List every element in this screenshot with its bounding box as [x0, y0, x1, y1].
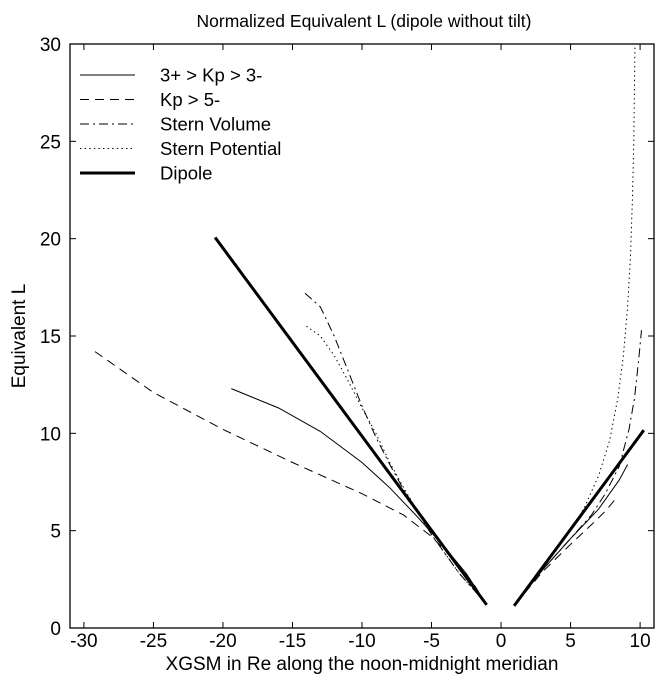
series-line-3-kp-3-0 [231, 388, 487, 604]
x-tick-label: 5 [565, 631, 576, 652]
series-line-stern-volume-0 [304, 292, 487, 605]
y-tick-label: 25 [40, 132, 61, 153]
plot-frame [69, 43, 655, 629]
legend-label-3-kp-3: 3+ > Kp > 3- [160, 65, 262, 86]
y-tick-label: 15 [40, 327, 61, 348]
x-tick-label: 0 [496, 631, 507, 652]
x-tick-label: -25 [140, 631, 167, 652]
x-tick-label: -15 [279, 631, 306, 652]
y-tick-label: 0 [50, 619, 61, 640]
x-tick-label: 10 [630, 631, 651, 652]
x-tick-label: -20 [209, 631, 236, 652]
x-axis-title: XGSM in Re along the noon-midnight merid… [166, 654, 559, 675]
legend: 3+ > Kp > 3- Kp > 5- Stern Volume Stern Pot… [80, 65, 281, 184]
legend-label-dipole: Dipole [160, 163, 212, 184]
y-tick-label: 30 [40, 35, 61, 56]
y-tick-label: 10 [40, 424, 61, 445]
series-line-dipole-0 [213, 236, 488, 606]
series-line-kp-5-0 [94, 351, 487, 604]
x-axis: -30 -25 -20 -15 -10 -5 0 5 10 [70, 44, 651, 652]
series-line-stern-potential-1 [514, 43, 636, 605]
y-tick-label: 20 [40, 230, 61, 251]
x-tick-label: -30 [70, 631, 97, 652]
legend-label-stern-volume: Stern Volume [160, 114, 271, 135]
plot-marks [94, 43, 645, 607]
legend-label-kp-5: Kp > 5- [160, 89, 220, 110]
series-line-dipole-1 [512, 429, 645, 607]
y-axis: 0 5 10 15 20 25 30 [40, 35, 654, 640]
chart-title: Normalized Equivalent L (dipole without … [197, 11, 532, 31]
y-axis-title: Equivalent L [9, 284, 30, 389]
legend-label-stern-potential: Stern Potential [160, 138, 281, 159]
series-line-stern-potential-0 [306, 325, 487, 605]
x-tick-label: -5 [423, 631, 440, 652]
x-tick-label: -10 [348, 631, 375, 652]
y-tick-label: 5 [50, 522, 61, 543]
series-line-stern-volume-1 [514, 330, 642, 605]
series-line-kp-5-1 [514, 499, 616, 605]
